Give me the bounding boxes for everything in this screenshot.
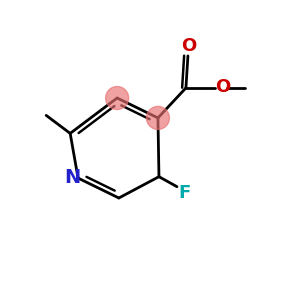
Circle shape (146, 106, 170, 129)
Text: O: O (181, 37, 196, 55)
Text: O: O (215, 78, 231, 96)
Text: F: F (179, 184, 191, 202)
Circle shape (106, 86, 129, 110)
Text: N: N (64, 168, 80, 187)
